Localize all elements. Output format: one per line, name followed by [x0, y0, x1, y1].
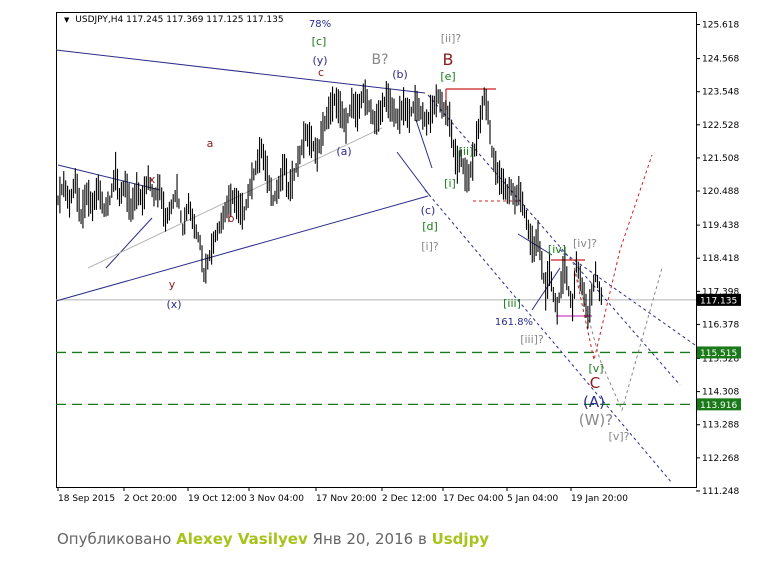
channel-dotted-line [424, 189, 673, 484]
y-tick-label: 121.508 [702, 154, 739, 164]
symbol-header: ▼ USDJPY,H4 117.245 117.369 117.125 117.… [64, 15, 284, 25]
x-tick-label: 17 Dec 04:00 [443, 494, 504, 504]
price-tag-label: 113.916 [700, 401, 737, 411]
wave-label: b [228, 212, 235, 225]
price-chart: x y (x) a b c (a) (y) [c] 78% B? (b) (c) [d] [i]? [ii]?… [55, 12, 741, 504]
symbol-link[interactable]: Usdjpy [431, 530, 490, 548]
wave-label: (b) [392, 68, 408, 81]
y-tick-label: 119.438 [702, 221, 739, 231]
wave-label: a [207, 137, 214, 150]
y-tick-label: 111.248 [702, 487, 739, 497]
x-tick-label: 19 Jan 20:00 [571, 494, 628, 504]
x-tick-label: 18 Sep 2015 [58, 494, 115, 504]
trend-line [517, 233, 553, 256]
trend-line [415, 119, 433, 169]
wave-annotations: x y (x) a b c (a) (y) [c] 78% B? (b) (c) [d] [i]? [ii]?… [149, 19, 630, 443]
wave-label: [iv] [548, 243, 566, 256]
wave-label: [e] [440, 70, 455, 83]
trend-line [396, 151, 431, 197]
wave-label: [v] [588, 362, 603, 375]
price-tag [697, 398, 741, 411]
wave-label: [iii]? [520, 333, 544, 346]
wave-label: [iv]? [573, 237, 597, 250]
author-link[interactable]: Alexey Vasilyev [176, 530, 308, 548]
wave-label: (A) [583, 393, 605, 411]
published-text: Опубликовано [57, 530, 172, 548]
plot-frame [56, 12, 697, 488]
price-tag-label: 117.135 [700, 296, 737, 306]
wave-label: (y) [312, 54, 327, 67]
wave-label: (W)? [579, 411, 614, 429]
open-value: 117.245 [126, 15, 164, 25]
projection-path [572, 154, 653, 361]
wave-label: c [318, 66, 324, 79]
wave-label: [ii]? [441, 32, 462, 45]
wave-label: B [443, 50, 454, 69]
x-tick-label: 2 Oct 20:00 [124, 494, 177, 504]
y-tick-label: 120.488 [702, 187, 739, 197]
trend-line [55, 195, 429, 302]
wave-label: x [149, 173, 156, 186]
symbol-label: USDJPY,H4 [75, 15, 124, 25]
price-tag [697, 346, 741, 359]
price-series [57, 79, 602, 329]
wave-label: y [169, 278, 176, 291]
wave-label: [d] [422, 220, 438, 233]
y-tick-label: 125.618 [702, 21, 739, 31]
y-tick-label: 113.288 [702, 421, 739, 431]
low-value: 117.125 [206, 15, 244, 25]
wave-label: 78% [309, 19, 331, 30]
wave-label: B? [371, 52, 388, 68]
channel-dotted-line [427, 94, 681, 386]
wave-label: [i] [444, 177, 456, 190]
x-tick-label: 19 Oct 12:00 [188, 494, 247, 504]
x-tick-label: 5 Jan 04:00 [507, 494, 559, 504]
wave-label: [v]? [609, 430, 630, 443]
price-tag [697, 293, 741, 306]
price-tags: 117.135 115.515 113.916 [697, 293, 741, 411]
y-axis: 125.618 124.568 123.548 122.528 121.508 120.4… [696, 21, 739, 497]
wave-label: [iii] [503, 297, 521, 310]
wave-label: [i]? [421, 240, 439, 253]
publish-date: Янв 20, 2016 [312, 530, 414, 548]
in-word: в [417, 530, 427, 548]
price-tag-label: 115.515 [700, 349, 737, 359]
y-tick-label: 115.328 [702, 355, 739, 365]
y-tick-label: 118.418 [702, 254, 739, 264]
dropdown-triangle-icon[interactable]: ▼ [64, 16, 70, 24]
high-value: 117.369 [166, 15, 204, 25]
wave-label: (a) [336, 145, 351, 158]
credit-line: Опубликовано Alexey Vasilyev Янв 20, 201… [57, 530, 489, 548]
wave-label: (c) [421, 204, 436, 217]
x-tick-label: 3 Nov 04:00 [249, 494, 304, 504]
x-tick-label: 17 Nov 20:00 [316, 494, 377, 504]
y-tick-label: 117.398 [702, 287, 739, 297]
y-tick-label: 112.268 [702, 454, 739, 464]
y-tick-label: 116.378 [702, 320, 739, 330]
y-tick-label: 124.568 [702, 55, 739, 65]
y-tick-label: 122.528 [702, 121, 739, 131]
close-value: 117.135 [246, 15, 284, 25]
y-tick-label: 123.548 [702, 88, 739, 98]
wave-label: C [590, 374, 600, 392]
wave-label: 161.8% [495, 317, 533, 328]
wave-label: [c] [312, 35, 327, 48]
trend-line [105, 217, 153, 269]
wave-label: [ii] [459, 145, 474, 158]
wave-label: (x) [166, 298, 181, 311]
x-tick-label: 2 Dec 12:00 [382, 494, 437, 504]
x-axis: 18 Sep 2015 2 Oct 20:00 19 Oct 12:00 3 Nov … [57, 487, 628, 504]
y-tick-label: 114.308 [702, 388, 739, 398]
